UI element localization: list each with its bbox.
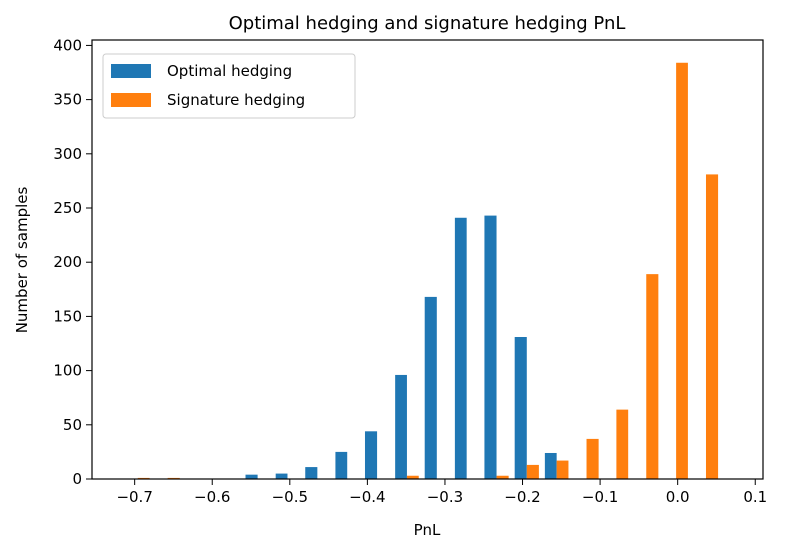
bar-signature-hedging-9 (406, 475, 419, 479)
y-tick-label: 50 (63, 416, 82, 434)
bar-optimal-hedging-4 (245, 474, 258, 479)
bar-signature-hedging-17 (646, 274, 659, 479)
y-tick-label: 100 (53, 362, 82, 380)
bar-signature-hedging-19 (705, 174, 719, 479)
x-tick-label: −0.4 (349, 488, 385, 506)
x-tick-label: −0.1 (582, 488, 618, 506)
y-tick-label: 150 (53, 307, 82, 325)
x-axis: −0.7 −0.6 −0.5 −0.4 −0.3 −0.2 −0.1 0.0 0.1 (116, 479, 767, 506)
bars-group (137, 62, 719, 480)
bar-optimal-hedging-7 (335, 451, 348, 479)
legend-label-signature-hedging: Signature hedging (167, 91, 305, 109)
bar-optimal-hedging-12 (484, 215, 497, 479)
bar-optimal-hedging-10 (424, 296, 437, 479)
bar-optimal-hedging-9 (395, 374, 407, 479)
bar-optimal-hedging-5 (275, 473, 288, 479)
legend: Optimal hedging Signature hedging (102, 53, 356, 119)
bar-signature-hedging-18 (676, 62, 688, 479)
y-tick-label: 400 (53, 36, 82, 54)
plot-frame (91, 39, 764, 480)
x-tick-label: −0.6 (194, 488, 230, 506)
bar-optimal-hedging-8 (364, 431, 378, 479)
x-tick-label: −0.2 (504, 488, 540, 506)
legend-label-optimal-hedging: Optimal hedging (167, 62, 292, 80)
x-tick-label: 0.0 (666, 488, 690, 506)
legend-swatch-signature-hedging (111, 93, 151, 107)
chart-title: Optimal hedging and signature hedging Pn… (229, 13, 626, 34)
bar-signature-hedging-12 (496, 475, 509, 479)
bar-optimal-hedging-11 (454, 217, 467, 480)
bar-signature-hedging-14 (556, 460, 569, 479)
legend-swatch-optimal-hedging (111, 64, 151, 78)
x-axis-label: PnL (414, 521, 441, 539)
y-tick-label: 0 (72, 470, 82, 488)
bar-optimal-hedging-13 (514, 337, 527, 479)
x-tick-label: −0.3 (427, 488, 463, 506)
bar-optimal-hedging-14 (544, 452, 557, 479)
y-tick-label: 200 (53, 253, 82, 271)
x-tick-label: −0.7 (116, 488, 152, 506)
bar-signature-hedging-13 (526, 464, 539, 479)
y-tick-label: 300 (53, 145, 82, 163)
x-tick-label: 0.1 (743, 488, 767, 506)
bar-optimal-hedging-6 (305, 467, 318, 479)
legend-box (102, 53, 356, 119)
bar-signature-hedging-16 (616, 409, 629, 479)
bar-signature-hedging-15 (586, 438, 599, 479)
x-tick-label: −0.5 (272, 488, 308, 506)
y-tick-label: 350 (53, 91, 82, 109)
y-tick-label: 250 (53, 199, 82, 217)
y-axis-label: Number of samples (13, 187, 31, 334)
y-axis: 0 50 100 150 200 250 300 350 400 (53, 36, 92, 488)
